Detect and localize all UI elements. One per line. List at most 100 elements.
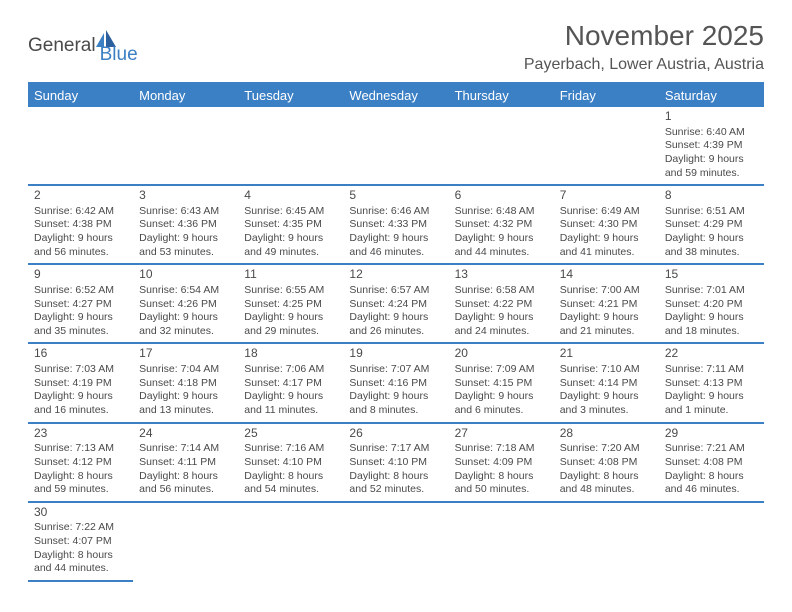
calendar-week-row: 1Sunrise: 6:40 AMSunset: 4:39 PMDaylight…	[28, 107, 764, 185]
sunset-text: Sunset: 4:21 PM	[560, 298, 653, 312]
sunset-text: Sunset: 4:35 PM	[244, 218, 337, 232]
day2-text: and 54 minutes.	[244, 483, 337, 497]
weekday-header-row: SundayMondayTuesdayWednesdayThursdayFrid…	[28, 83, 764, 107]
sunset-text: Sunset: 4:24 PM	[349, 298, 442, 312]
day2-text: and 48 minutes.	[560, 483, 653, 497]
day-number: 14	[560, 267, 653, 283]
calendar-week-row: 23Sunrise: 7:13 AMSunset: 4:12 PMDayligh…	[28, 423, 764, 502]
day-number: 4	[244, 188, 337, 204]
sunset-text: Sunset: 4:08 PM	[665, 456, 758, 470]
day2-text: and 56 minutes.	[139, 483, 232, 497]
sunset-text: Sunset: 4:18 PM	[139, 377, 232, 391]
calendar-day-cell	[238, 107, 343, 185]
sunrise-text: Sunrise: 7:18 AM	[455, 442, 548, 456]
calendar-day-cell	[28, 107, 133, 185]
sunrise-text: Sunrise: 6:55 AM	[244, 284, 337, 298]
day1-text: Daylight: 9 hours	[455, 232, 548, 246]
day2-text: and 26 minutes.	[349, 325, 442, 339]
day-number: 18	[244, 346, 337, 362]
calendar-day-cell: 25Sunrise: 7:16 AMSunset: 4:10 PMDayligh…	[238, 423, 343, 502]
day1-text: Daylight: 9 hours	[560, 232, 653, 246]
day1-text: Daylight: 9 hours	[349, 390, 442, 404]
day2-text: and 44 minutes.	[455, 246, 548, 260]
sunset-text: Sunset: 4:22 PM	[455, 298, 548, 312]
sunset-text: Sunset: 4:08 PM	[560, 456, 653, 470]
sunrise-text: Sunrise: 7:07 AM	[349, 363, 442, 377]
title-block: November 2025 Payerbach, Lower Austria, …	[524, 20, 764, 74]
sunrise-text: Sunrise: 7:13 AM	[34, 442, 127, 456]
calendar-day-cell	[343, 107, 448, 185]
sunrise-text: Sunrise: 7:00 AM	[560, 284, 653, 298]
day2-text: and 3 minutes.	[560, 404, 653, 418]
day2-text: and 46 minutes.	[665, 483, 758, 497]
weekday-header: Friday	[554, 83, 659, 107]
sunrise-text: Sunrise: 6:45 AM	[244, 205, 337, 219]
day1-text: Daylight: 9 hours	[349, 311, 442, 325]
day2-text: and 38 minutes.	[665, 246, 758, 260]
day-number: 9	[34, 267, 127, 283]
location: Payerbach, Lower Austria, Austria	[524, 56, 764, 74]
day-number: 8	[665, 188, 758, 204]
logo-text-general: General	[28, 35, 96, 57]
day-number: 2	[34, 188, 127, 204]
calendar-day-cell: 1Sunrise: 6:40 AMSunset: 4:39 PMDaylight…	[659, 107, 764, 185]
calendar-day-cell: 23Sunrise: 7:13 AMSunset: 4:12 PMDayligh…	[28, 423, 133, 502]
logo-text-blue: Blue	[100, 44, 138, 66]
sunrise-text: Sunrise: 6:48 AM	[455, 205, 548, 219]
sunset-text: Sunset: 4:20 PM	[665, 298, 758, 312]
sunrise-text: Sunrise: 7:11 AM	[665, 363, 758, 377]
calendar-day-cell: 27Sunrise: 7:18 AMSunset: 4:09 PMDayligh…	[449, 423, 554, 502]
day-number: 6	[455, 188, 548, 204]
day-number: 13	[455, 267, 548, 283]
sunrise-text: Sunrise: 7:06 AM	[244, 363, 337, 377]
sunrise-text: Sunrise: 7:20 AM	[560, 442, 653, 456]
day1-text: Daylight: 9 hours	[139, 232, 232, 246]
day2-text: and 24 minutes.	[455, 325, 548, 339]
day-number: 7	[560, 188, 653, 204]
sunset-text: Sunset: 4:12 PM	[34, 456, 127, 470]
day1-text: Daylight: 9 hours	[560, 311, 653, 325]
day1-text: Daylight: 9 hours	[139, 390, 232, 404]
day1-text: Daylight: 8 hours	[244, 470, 337, 484]
calendar-day-cell: 2Sunrise: 6:42 AMSunset: 4:38 PMDaylight…	[28, 185, 133, 264]
calendar-day-cell: 29Sunrise: 7:21 AMSunset: 4:08 PMDayligh…	[659, 423, 764, 502]
sunset-text: Sunset: 4:36 PM	[139, 218, 232, 232]
weekday-header: Monday	[133, 83, 238, 107]
day1-text: Daylight: 8 hours	[34, 549, 127, 563]
day2-text: and 41 minutes.	[560, 246, 653, 260]
day1-text: Daylight: 9 hours	[665, 390, 758, 404]
calendar-day-cell: 28Sunrise: 7:20 AMSunset: 4:08 PMDayligh…	[554, 423, 659, 502]
day1-text: Daylight: 9 hours	[34, 390, 127, 404]
day1-text: Daylight: 8 hours	[139, 470, 232, 484]
sunrise-text: Sunrise: 7:16 AM	[244, 442, 337, 456]
calendar-day-cell: 15Sunrise: 7:01 AMSunset: 4:20 PMDayligh…	[659, 264, 764, 343]
weekday-header: Thursday	[449, 83, 554, 107]
calendar-day-cell	[449, 107, 554, 185]
sunset-text: Sunset: 4:32 PM	[455, 218, 548, 232]
sunrise-text: Sunrise: 6:51 AM	[665, 205, 758, 219]
calendar-day-cell: 20Sunrise: 7:09 AMSunset: 4:15 PMDayligh…	[449, 343, 554, 422]
sunset-text: Sunset: 4:13 PM	[665, 377, 758, 391]
day-number: 12	[349, 267, 442, 283]
calendar-day-cell: 18Sunrise: 7:06 AMSunset: 4:17 PMDayligh…	[238, 343, 343, 422]
calendar-day-cell	[133, 107, 238, 185]
calendar-week-row: 2Sunrise: 6:42 AMSunset: 4:38 PMDaylight…	[28, 185, 764, 264]
sunrise-text: Sunrise: 6:42 AM	[34, 205, 127, 219]
day-number: 21	[560, 346, 653, 362]
day2-text: and 16 minutes.	[34, 404, 127, 418]
day2-text: and 46 minutes.	[349, 246, 442, 260]
day2-text: and 59 minutes.	[665, 167, 758, 181]
sunrise-text: Sunrise: 7:01 AM	[665, 284, 758, 298]
day2-text: and 32 minutes.	[139, 325, 232, 339]
day-number: 25	[244, 426, 337, 442]
sunset-text: Sunset: 4:10 PM	[244, 456, 337, 470]
day1-text: Daylight: 9 hours	[665, 232, 758, 246]
day1-text: Daylight: 9 hours	[244, 390, 337, 404]
day-number: 24	[139, 426, 232, 442]
sunrise-text: Sunrise: 7:03 AM	[34, 363, 127, 377]
day2-text: and 53 minutes.	[139, 246, 232, 260]
day1-text: Daylight: 9 hours	[244, 232, 337, 246]
day1-text: Daylight: 9 hours	[455, 311, 548, 325]
day1-text: Daylight: 8 hours	[349, 470, 442, 484]
calendar-day-cell: 24Sunrise: 7:14 AMSunset: 4:11 PMDayligh…	[133, 423, 238, 502]
